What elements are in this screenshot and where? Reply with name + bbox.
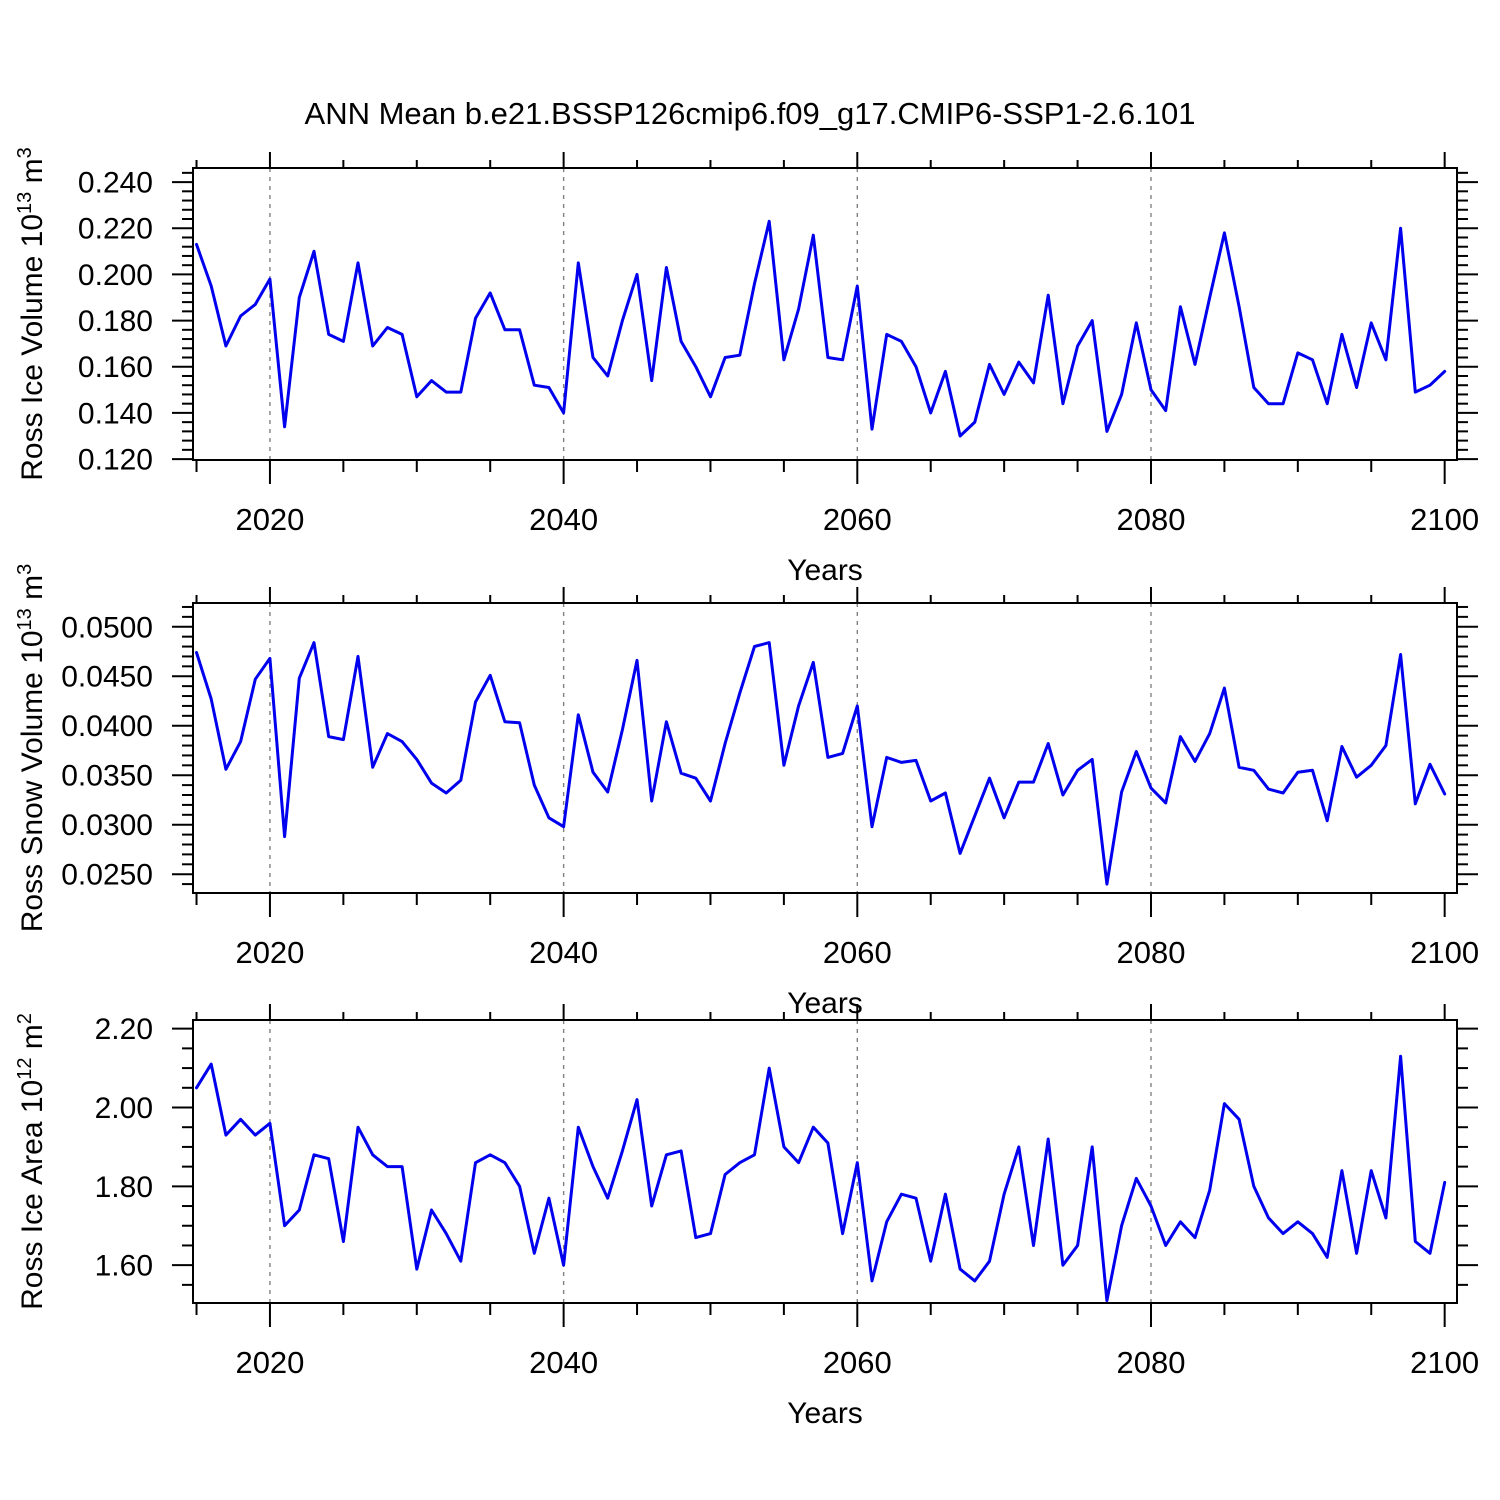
svg-text:0.240: 0.240 [78,167,153,200]
svg-text:2060: 2060 [823,1345,892,1380]
panel-3-frame [192,1019,1458,1304]
page-title: ANN Mean b.e21.BSSP126cmip6.f09_g17.CMIP… [304,96,1196,131]
panel-3-ytick-labels: 1.60 1.80 2.00 2.20 [95,1013,153,1282]
svg-text:0.0300: 0.0300 [61,809,153,842]
panel-3-series-line [195,1054,1447,1303]
panel-2-gridlines [269,603,1152,893]
svg-text:0.120: 0.120 [78,444,153,477]
svg-text:2080: 2080 [1117,935,1186,970]
svg-text:2080: 2080 [1117,502,1186,537]
panel-2-ytick-labels: 0.0250 0.0300 0.0350 0.0400 0.0450 0.0500 [61,611,153,891]
svg-text:0.0400: 0.0400 [61,710,153,743]
svg-text:1.60: 1.60 [95,1250,153,1283]
panel-1-gridlines [269,168,1152,460]
svg-text:2060: 2060 [823,502,892,537]
panel-1-x-axis-title: Years [787,554,863,587]
svg-text:0.0250: 0.0250 [61,859,153,892]
svg-text:2080: 2080 [1117,1345,1186,1380]
svg-text:2020: 2020 [235,935,304,970]
svg-text:2.00: 2.00 [95,1092,153,1125]
panel-1-xtick-labels: 2020 2040 2060 2080 2100 [235,502,1479,537]
panel-2-y-axis-title: Ross Snow Volume 1013 m3 [14,564,49,933]
svg-text:0.0500: 0.0500 [61,611,153,644]
panel-2-xtick-labels: 2020 2040 2060 2080 2100 [235,935,1479,970]
panel-2: 0.0250 0.0300 0.0350 0.0400 0.0450 0.0500 2020… [14,564,1479,1020]
panel-2-series-line [195,641,1447,886]
panel-1-ytick-labels: 0.120 0.140 0.160 0.180 0.200 0.220 0.240 [78,167,153,477]
svg-text:2100: 2100 [1410,502,1479,537]
svg-text:0.220: 0.220 [78,213,153,246]
panel-3-x-axis-title: Years [787,1397,863,1430]
panel-2-frame [192,602,1458,894]
svg-text:0.180: 0.180 [78,305,153,338]
svg-text:2020: 2020 [235,502,304,537]
svg-text:0.160: 0.160 [78,351,153,384]
svg-text:2.20: 2.20 [95,1013,153,1046]
panel-3-ticks [172,1004,1478,1327]
svg-text:2040: 2040 [529,935,598,970]
panel-1-frame [192,167,1458,461]
svg-text:0.0350: 0.0350 [61,760,153,793]
panel-1-y-axis-title: Ross Ice Volume 1013 m3 [14,147,49,481]
panel-3-y-axis-title: Ross Ice Area 1012 m2 [14,1013,49,1310]
panel-1-ticks [172,152,1478,484]
svg-text:2060: 2060 [823,935,892,970]
svg-text:2100: 2100 [1410,1345,1479,1380]
svg-text:0.140: 0.140 [78,397,153,430]
panel-3-xtick-labels: 2020 2040 2060 2080 2100 [235,1345,1479,1380]
svg-text:0.200: 0.200 [78,259,153,292]
panel-2-x-axis-title: Years [787,987,863,1020]
panel-2-ticks [172,587,1478,917]
svg-text:2100: 2100 [1410,935,1479,970]
panel-3-gridlines [269,1020,1152,1303]
svg-text:0.0450: 0.0450 [61,661,153,694]
svg-text:2040: 2040 [529,1345,598,1380]
svg-text:2020: 2020 [235,1345,304,1380]
panel-1-series-line [195,219,1447,438]
panel-3: 1.60 1.80 2.00 2.20 2020 2040 2060 2080 2100 Year… [14,1004,1479,1430]
svg-text:2040: 2040 [529,502,598,537]
svg-text:1.80: 1.80 [95,1171,153,1204]
